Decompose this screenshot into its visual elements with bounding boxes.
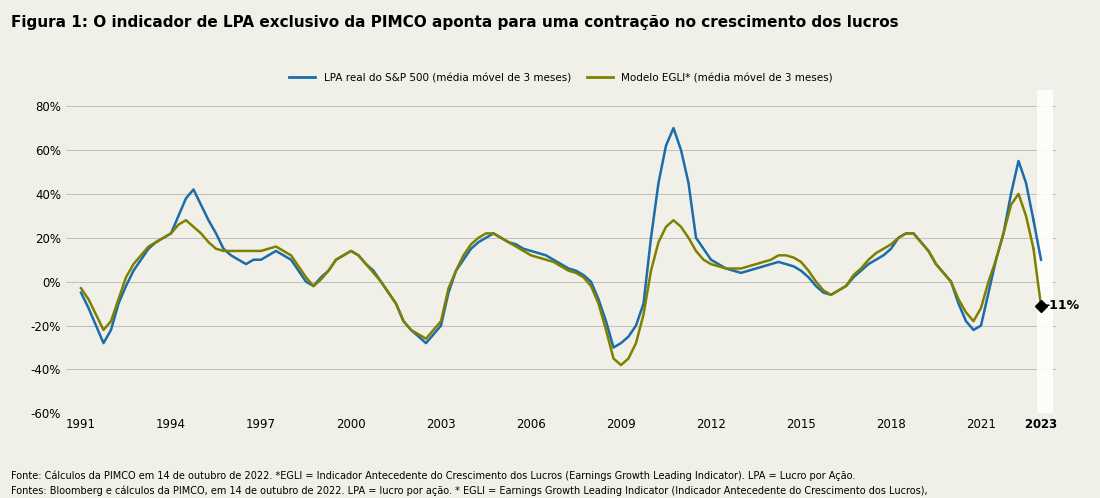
Text: Fontes: Bloomberg e cálculos da PIMCO, em 14 de outubro de 2022. LPA = lucro por: Fontes: Bloomberg e cálculos da PIMCO, e…	[11, 486, 927, 496]
Legend: LPA real do S&P 500 (média móvel de 3 meses), Modelo EGLI* (média móvel de 3 mes: LPA real do S&P 500 (média móvel de 3 me…	[285, 69, 837, 87]
Text: -11%: -11%	[1044, 299, 1079, 312]
Text: Figura 1: O indicador de LPA exclusivo da PIMCO aponta para uma contração no cre: Figura 1: O indicador de LPA exclusivo d…	[11, 15, 899, 30]
Text: Fonte: Cálculos da PIMCO em 14 de outubro de 2022. *EGLI = Indicador Antecedente: Fonte: Cálculos da PIMCO em 14 de outubr…	[11, 471, 856, 481]
Bar	[1036, 90, 1053, 413]
